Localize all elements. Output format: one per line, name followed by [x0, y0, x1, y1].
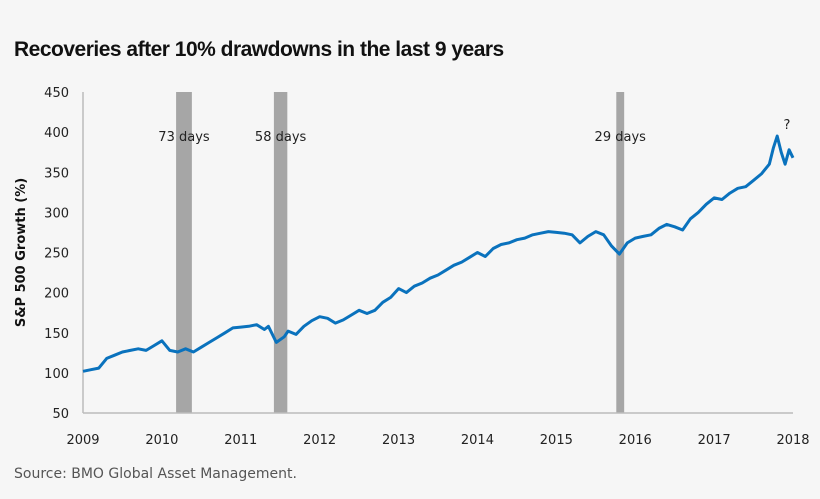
- band-label: 73 days: [158, 130, 210, 145]
- band-label: 58 days: [255, 130, 307, 145]
- x-tick-label: 2009: [66, 433, 99, 448]
- drawdown-band: [176, 92, 192, 413]
- y-tick-label: 150: [44, 327, 69, 342]
- y-tick-label: 100: [44, 367, 69, 382]
- x-tick-label: 2018: [776, 433, 809, 448]
- x-tick-label: 2014: [461, 433, 494, 448]
- x-tick-label: 2011: [224, 433, 257, 448]
- y-axis-label: S&P 500 Growth (%): [14, 178, 29, 327]
- y-tick-label: 50: [52, 407, 69, 422]
- y-tick-label: 250: [44, 247, 69, 262]
- band-label: 29 days: [595, 130, 647, 145]
- y-tick-label: 200: [44, 287, 69, 302]
- y-tick-label: 300: [44, 206, 69, 221]
- sp500-line: [82, 134, 795, 373]
- source-note: Source: BMO Global Asset Management.: [14, 466, 297, 482]
- x-tick-label: 2016: [619, 433, 652, 448]
- y-tick-label: 350: [44, 166, 69, 181]
- x-tick-label: 2010: [145, 433, 178, 448]
- x-tick-label: 2015: [540, 433, 573, 448]
- y-tick-label: 450: [44, 86, 69, 101]
- x-tick-label: 2017: [698, 433, 731, 448]
- chart-title: Recoveries after 10% drawdowns in the la…: [14, 38, 504, 61]
- x-tick-label: 2012: [303, 433, 336, 448]
- x-tick-label: 2013: [382, 433, 415, 448]
- drawdown-band: [273, 92, 288, 413]
- y-tick-label: 400: [44, 126, 69, 141]
- question-annotation: ?: [784, 118, 791, 133]
